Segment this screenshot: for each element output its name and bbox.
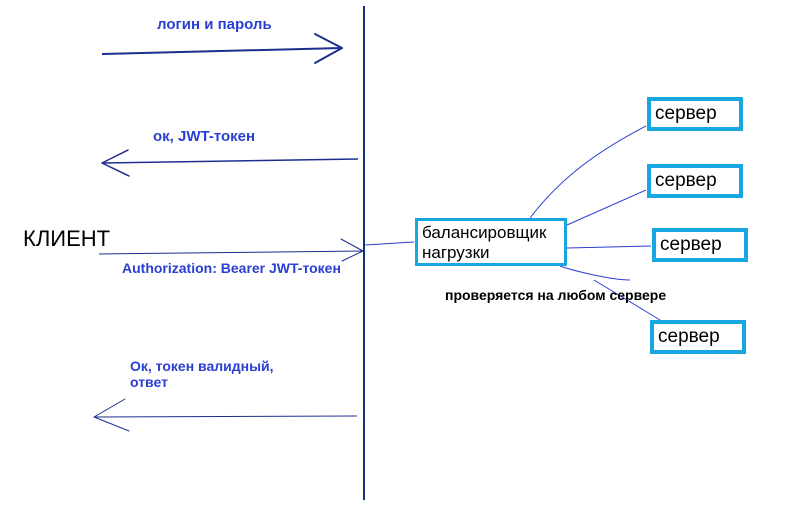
okjwt-arrow: [102, 159, 358, 163]
load-balancer-label-line1: балансировщик: [422, 223, 546, 243]
connector-line: [567, 190, 646, 225]
server-box-4: сервер: [650, 320, 746, 354]
login-arrow: [102, 48, 342, 54]
connector-line: [560, 266, 630, 280]
okvalid-arrow: [94, 416, 357, 417]
okjwt-arrow-label: ок, JWT-токен: [153, 128, 255, 145]
okvalid-arrow-label: Ок, токен валидный,ответ: [130, 358, 274, 390]
server-box-2: сервер: [647, 164, 743, 198]
auth-arrow: [99, 251, 363, 254]
server-box-1: сервер: [647, 97, 743, 131]
server-box-3: сервер: [652, 228, 748, 262]
auth-arrow-label: Authorization: Bearer JWT-токен: [122, 260, 341, 276]
load-balancer-box: балансировщик нагрузки: [415, 218, 567, 266]
client-label: КЛИЕНТ: [23, 226, 110, 252]
load-balancer-label-line2: нагрузки: [422, 243, 546, 263]
connector-line: [530, 126, 646, 218]
login-arrow-label: логин и пароль: [157, 16, 272, 33]
check-note-label: проверяется на любом сервере: [445, 287, 666, 303]
connector-line: [365, 242, 414, 245]
connector-line: [567, 246, 651, 248]
